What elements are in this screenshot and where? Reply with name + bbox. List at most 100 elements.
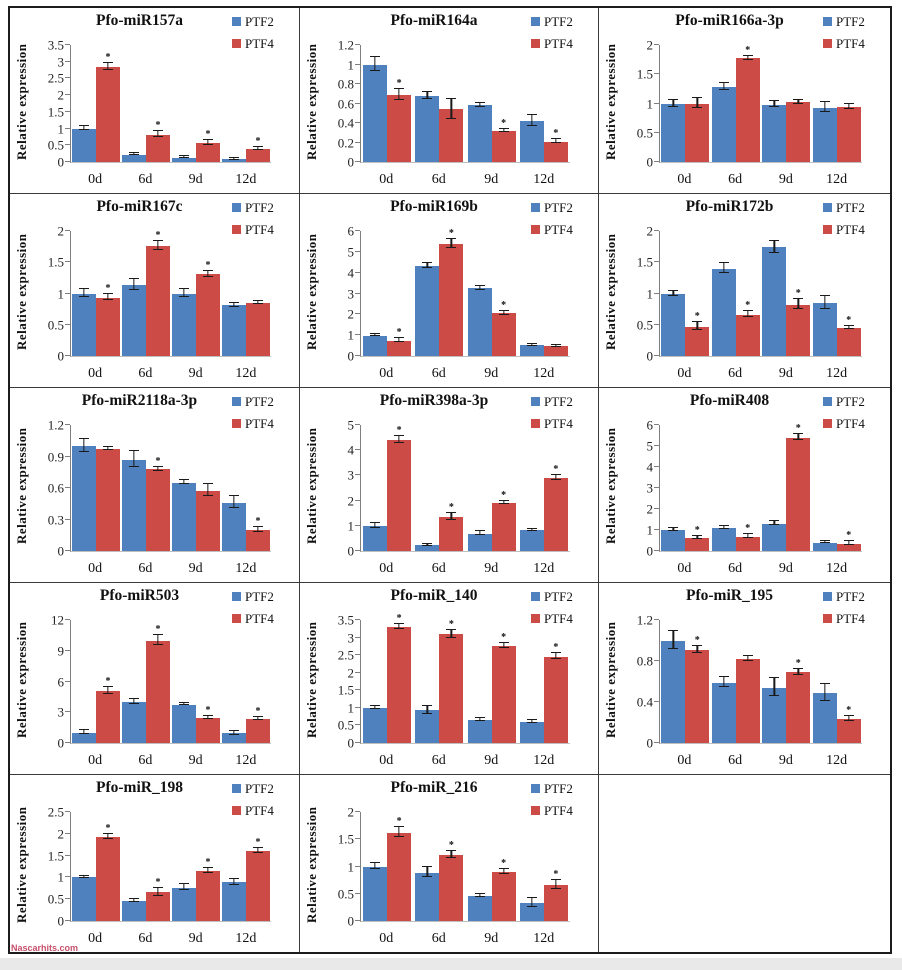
legend-swatch-icon — [232, 17, 241, 26]
x-tick-label-9d: 9d — [188, 366, 203, 381]
chart-panel-pfo-mir164a: Pfo-miR164a PTF2 PTF4 Relative expression 0 0… — [300, 8, 599, 194]
chart-panel-pfo-mir167c: Pfo-miR167c PTF2 PTF4 Relative expression 0 0… — [10, 194, 300, 388]
x-tick-label-6d: 6d — [728, 172, 743, 187]
x-axis-labels: 0d 6d 9d 12d — [70, 753, 271, 769]
significance-asterisk: * — [155, 119, 161, 131]
bar-ptf4-9d — [491, 130, 516, 162]
y-tick-label: 1.5 — [47, 848, 64, 864]
y-tick-mark — [65, 711, 70, 713]
chart-panel-pfo-mir157a: Pfo-miR157a PTF2 PTF4 Relative expression 0 0… — [10, 8, 300, 194]
y-tick-mark — [355, 838, 360, 840]
y-tick-label: 0.5 — [47, 317, 64, 333]
bar-ptf2-12d — [519, 530, 544, 551]
bar-ptf2-12d — [222, 502, 246, 551]
y-tick-label: 0 — [347, 735, 355, 751]
chart-title: Pfo-miR166a-3p — [675, 12, 784, 29]
legend-swatch-icon — [823, 397, 832, 406]
significance-asterisk: * — [553, 642, 559, 654]
error-bar — [769, 100, 780, 108]
error-bar — [668, 630, 679, 649]
y-tick-label: 6 — [57, 674, 65, 689]
y-tick-label: 0 — [646, 154, 654, 170]
bar-groups: * * * — [71, 230, 271, 356]
bar-ptf2-6d — [415, 545, 440, 551]
legend-swatch-icon — [823, 592, 832, 601]
bar-groups: * * * — [361, 45, 570, 162]
legend-item-ptf4: PTF4 — [232, 223, 294, 236]
chart-panel-pfo-mir398a-3p: Pfo-miR398a-3p PTF2 PTF4 Relative expressio… — [300, 388, 599, 583]
legend-swatch-icon — [232, 397, 241, 406]
significance-asterisk: * — [105, 51, 111, 63]
bar-ptf2-12d — [519, 121, 544, 162]
bar-group-12d: * — [518, 812, 570, 921]
error-bar — [129, 698, 139, 704]
y-axis-label: Relative expression — [304, 43, 319, 160]
significance-asterisk: * — [501, 858, 507, 870]
bar-ptf2-12d — [222, 882, 246, 921]
y-tick-mark — [355, 449, 360, 451]
bar-ptf4-0d — [387, 340, 412, 356]
legend-label: PTF2 — [544, 781, 573, 796]
y-tick-label: 1.5 — [337, 682, 354, 698]
bar-ptf2-0d — [661, 104, 686, 162]
legend-label: PTF4 — [544, 611, 573, 626]
y-tick-mark — [355, 271, 360, 273]
y-tick-mark — [654, 323, 659, 325]
error-bar — [793, 99, 804, 104]
bar-group-0d: * — [71, 620, 121, 743]
bar-ptf4-0d — [685, 538, 710, 551]
y-tick-mark — [65, 811, 70, 812]
y-tick-mark — [654, 508, 659, 509]
legend-label: PTF2 — [836, 14, 865, 29]
error-bar — [129, 152, 139, 156]
bar-group-6d: * — [121, 425, 171, 551]
y-tick-label: 2 — [57, 223, 65, 239]
bar-group-6d: * — [711, 425, 762, 551]
bar-ptf4-12d — [543, 141, 568, 162]
error-bar — [550, 343, 561, 347]
error-bar — [153, 634, 163, 645]
legend-label: PTF2 — [544, 14, 573, 29]
y-tick-label: 0.5 — [337, 886, 354, 902]
bar-ptf2-0d — [661, 640, 686, 743]
y-tick-mark — [65, 60, 70, 62]
y-tick-label: 0.9 — [47, 449, 64, 464]
bar-ptf2-12d — [812, 542, 837, 551]
bar-ptf4-12d — [836, 107, 861, 162]
y-tick-mark — [65, 424, 70, 425]
error-bar — [79, 124, 89, 131]
plot-area: 0 0.5 1 1.5 2 2.5 * * * * — [48, 806, 271, 928]
legend-label: PTF2 — [245, 394, 274, 409]
plot-area: 0 0.5 1 1.5 2 2.5 3 3.5 * * * * — [48, 39, 271, 169]
x-tick-label-6d: 6d — [138, 753, 153, 768]
significance-asterisk: * — [396, 424, 402, 436]
bar-group-12d: * — [812, 425, 863, 551]
legend-swatch-icon — [232, 784, 241, 793]
bar-ptf2-9d — [467, 895, 492, 921]
y-tick-label: 2 — [57, 826, 65, 842]
legend-item-ptf2: PTF2 — [823, 590, 885, 603]
legend-item-ptf2: PTF2 — [531, 15, 593, 28]
bar-ptf2-0d — [661, 530, 686, 551]
legend-item-ptf2: PTF2 — [823, 201, 885, 214]
bar-group-12d — [812, 45, 863, 162]
chart-title: Pfo-miR_216 — [390, 779, 478, 796]
y-axis-label: Relative expression — [14, 621, 29, 738]
bar-ptf2-0d — [72, 732, 96, 743]
legend-swatch-icon — [823, 614, 832, 623]
error-bar — [692, 96, 703, 109]
significance-asterisk: * — [396, 612, 402, 624]
legend-item-ptf2: PTF2 — [232, 782, 294, 795]
bar-ptf4-12d — [246, 148, 270, 162]
error-bar — [819, 682, 830, 701]
y-tick-label: 2.5 — [47, 804, 64, 820]
bar-ptf4-9d — [196, 870, 220, 921]
chart-panel-pfo-mir-216: Pfo-miR_216 PTF2 PTF4 Relative expression 0 0… — [300, 775, 599, 952]
significance-asterisk: * — [553, 868, 559, 880]
x-tick-label-0d: 0d — [379, 753, 394, 768]
bar-group-0d — [71, 425, 121, 551]
y-tick-mark — [355, 292, 360, 294]
y-axis-label: Relative expression — [304, 233, 319, 350]
bar-ptf4-9d — [196, 142, 220, 162]
chart-panel-pfo-mir503: Pfo-miR503 PTF2 PTF4 Relative expression 0 3 6… — [10, 583, 300, 775]
